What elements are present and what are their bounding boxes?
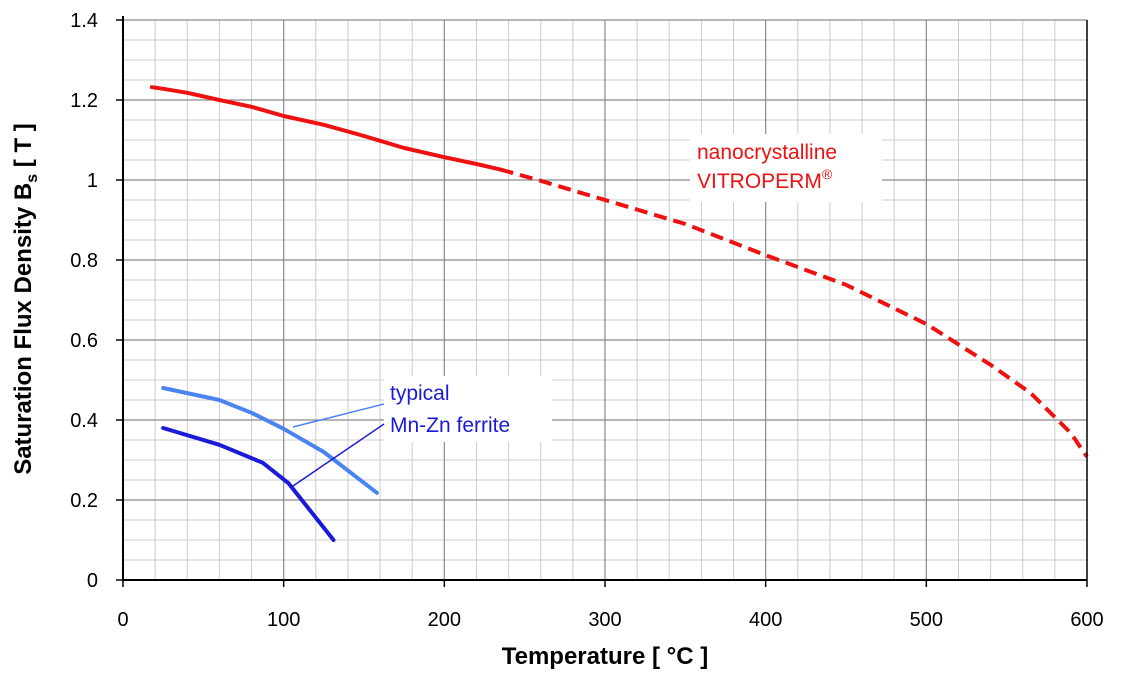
y-axis-title-main: Saturation Flux Density B xyxy=(10,183,37,475)
grid-lines xyxy=(123,19,1087,580)
y-axis-title-subscript: s xyxy=(24,174,41,183)
ferrite-pointer-line-lower xyxy=(292,423,385,487)
series-0-line xyxy=(149,85,503,172)
x-tick-label: 400 xyxy=(749,609,782,631)
ferrite-label-line1: typical xyxy=(390,382,450,405)
x-axis-title: Temperature [ °C ] xyxy=(502,643,709,670)
y-tick-label: 0.6 xyxy=(70,330,98,352)
x-tick-labels: 0 100 200 300 400 500 600 xyxy=(117,609,1103,631)
y-axis-title-unit: [ T ] xyxy=(10,123,37,174)
series-lines xyxy=(149,85,1089,542)
vitroperm-label-line1: nanocrystalline xyxy=(697,141,837,164)
y-axis-title: Saturation Flux Density Bs [ T ] xyxy=(10,123,41,475)
y-tick-label: 0.4 xyxy=(70,410,98,432)
y-tick-label: 1.4 xyxy=(70,10,98,32)
vitroperm-label-box xyxy=(690,134,882,202)
y-tick-label: 0.8 xyxy=(70,250,98,272)
x-tick-label: 200 xyxy=(428,609,461,631)
ferrite-label-line2: Mn-Zn ferrite xyxy=(390,414,510,437)
y-tick-labels: 0 0.2 0.4 0.6 0.8 1 1.2 1.4 xyxy=(70,10,98,592)
y-tick-label: 0 xyxy=(87,570,98,592)
x-tick-label: 100 xyxy=(267,609,300,631)
y-tick-label: 1 xyxy=(87,170,98,192)
x-tick-label: 300 xyxy=(588,609,621,631)
series-0-dashed-line xyxy=(500,167,1089,458)
x-tick-label: 500 xyxy=(910,609,943,631)
ferrite-pointer-line-upper xyxy=(292,403,385,428)
y-tick-label: 1.2 xyxy=(70,90,98,112)
x-tick-label: 600 xyxy=(1070,609,1103,631)
y-tick-label: 0.2 xyxy=(70,490,98,512)
axes xyxy=(116,16,1088,587)
vitroperm-label-line2: VITROPERM® xyxy=(697,166,833,193)
x-tick-label: 0 xyxy=(117,609,128,631)
vitroperm-name: VITROPERM xyxy=(697,170,822,193)
ferrite-label-box xyxy=(384,376,552,442)
registered-mark: ® xyxy=(822,166,833,182)
series-2-line xyxy=(161,426,336,542)
